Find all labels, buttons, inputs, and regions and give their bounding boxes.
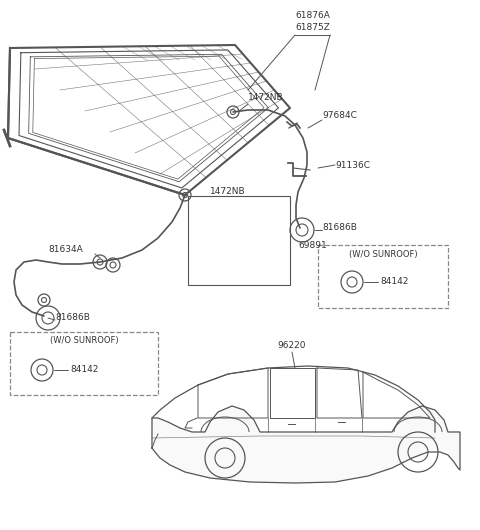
Text: 97684C: 97684C <box>322 111 357 120</box>
Bar <box>318 245 448 308</box>
Text: 1472NB: 1472NB <box>248 93 284 102</box>
Text: 1472NB: 1472NB <box>210 188 246 197</box>
Text: 84142: 84142 <box>380 278 408 287</box>
Text: (W/O SUNROOF): (W/O SUNROOF) <box>50 335 118 344</box>
Text: 81686B: 81686B <box>55 314 90 322</box>
Text: 81686B: 81686B <box>322 224 357 233</box>
Text: 61875Z: 61875Z <box>296 23 330 32</box>
Bar <box>188 196 290 285</box>
Text: 61876A: 61876A <box>296 12 330 21</box>
Text: 84142: 84142 <box>70 366 98 375</box>
Text: 91136C: 91136C <box>335 161 370 170</box>
Text: (W/O SUNROOF): (W/O SUNROOF) <box>348 251 417 260</box>
Text: 96220: 96220 <box>278 341 306 350</box>
Bar <box>10 332 158 395</box>
Polygon shape <box>152 406 460 483</box>
Text: 69891: 69891 <box>298 241 327 250</box>
Text: 81634A: 81634A <box>48 245 83 254</box>
